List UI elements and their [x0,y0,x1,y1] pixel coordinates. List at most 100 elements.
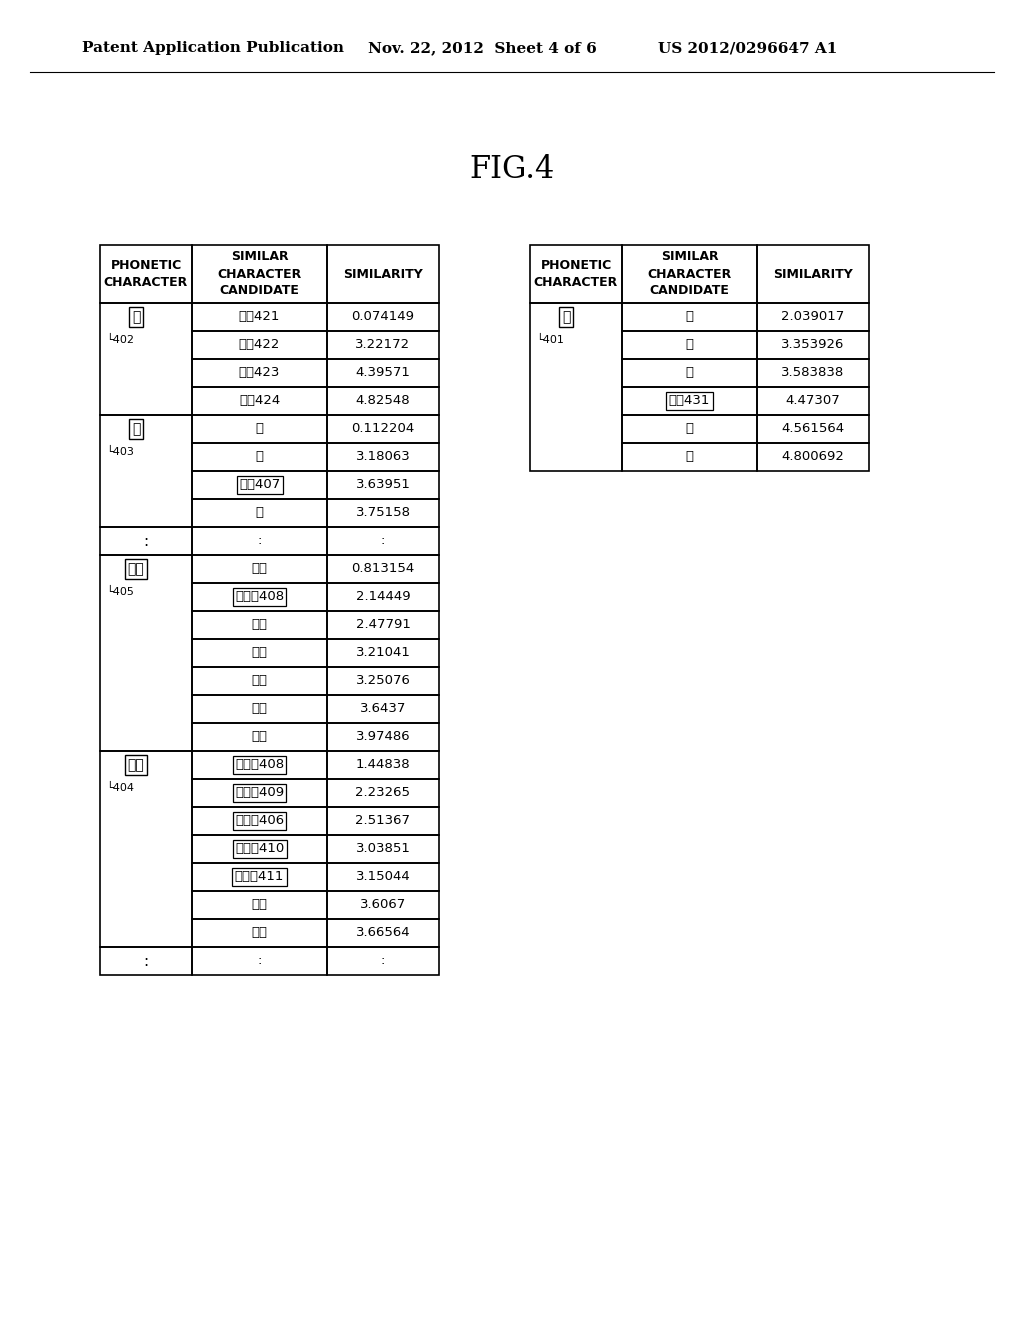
Text: Patent Application Publication: Patent Application Publication [82,41,344,55]
Bar [193,304,327,331]
Text: 3.21041: 3.21041 [355,647,411,660]
Bar [193,946,327,975]
Text: 3.25076: 3.25076 [355,675,411,688]
Bar [327,499,439,527]
Text: 3.63951: 3.63951 [355,479,411,491]
Bar [193,444,327,471]
Text: Nov. 22, 2012  Sheet 4 of 6: Nov. 22, 2012 Sheet 4 of 6 [368,41,597,55]
Bar [327,527,439,554]
Text: 4.47307: 4.47307 [785,395,841,408]
Bar [100,554,193,751]
Bar [327,863,439,891]
Bar [757,387,869,414]
Text: :: : [381,535,385,548]
Bar [193,696,327,723]
Text: └405: └405 [106,587,134,597]
Text: US 2012/0296647 A1: US 2012/0296647 A1 [658,41,838,55]
Text: びよ: びよ [252,927,267,940]
Text: お〜422: お〜422 [239,338,281,351]
Text: 3.03851: 3.03851 [355,842,411,855]
Text: ぎよ: ぎよ [128,758,144,772]
Bar [327,696,439,723]
Text: SIMILAR
CHARACTER
CANDIDATE: SIMILAR CHARACTER CANDIDATE [217,251,302,297]
Text: 口: 口 [256,507,263,520]
Bar [193,246,327,304]
Text: 0.112204: 0.112204 [351,422,415,436]
Bar [193,751,327,779]
Bar [327,667,439,696]
Bar [622,387,757,414]
Bar [193,667,327,696]
Text: え: え [685,450,693,463]
Bar [193,639,327,667]
Text: 3.583838: 3.583838 [781,367,845,380]
Text: え〜423: え〜423 [239,367,281,380]
Bar [327,471,439,499]
Text: 3.97486: 3.97486 [355,730,411,743]
Text: 2.23265: 2.23265 [355,787,411,800]
Bar [622,304,757,331]
Text: ぎよ〜408: ぎよ〜408 [234,590,284,603]
Bar [327,414,439,444]
Bar [327,779,439,807]
Bar [530,246,622,304]
Text: い: い [256,422,263,436]
Text: ちよ: ちよ [252,675,267,688]
Bar [193,527,327,554]
Bar [193,583,327,611]
Text: によ: によ [252,899,267,912]
Text: SIMILARITY: SIMILARITY [343,268,423,281]
Bar [100,414,193,527]
Bar [327,946,439,975]
Bar [622,359,757,387]
Bar [622,331,757,359]
Text: 3.15044: 3.15044 [355,870,411,883]
Text: :: : [381,954,385,968]
Text: 1.44838: 1.44838 [355,759,411,771]
Bar [100,946,193,975]
Bar [193,723,327,751]
Bar [193,414,327,444]
Bar [327,751,439,779]
Text: 2.47791: 2.47791 [355,619,411,631]
Text: 3.75158: 3.75158 [355,507,411,520]
Text: きよ: きよ [128,562,144,576]
Text: 3.353926: 3.353926 [781,338,845,351]
Text: ひよ〜406: ひよ〜406 [234,814,284,828]
Bar [757,304,869,331]
Text: 2.039017: 2.039017 [781,310,845,323]
Text: きよ: きよ [252,562,267,576]
Bar [193,919,327,946]
Text: :: : [143,953,148,969]
Bar [327,554,439,583]
Bar [327,611,439,639]
Text: 口: 口 [562,310,570,323]
Text: う〜407: う〜407 [239,479,281,491]
Bar [193,359,327,387]
Bar [327,807,439,836]
Bar [193,611,327,639]
Text: 2.14449: 2.14449 [355,590,411,603]
Text: え: え [256,450,263,463]
Bar [327,331,439,359]
Bar [193,471,327,499]
Text: 4.82548: 4.82548 [355,395,411,408]
Bar [327,246,439,304]
Bar [193,779,327,807]
Text: :: : [257,954,262,968]
Bar [100,304,193,414]
Bar [327,444,439,471]
Text: あ: あ [132,310,140,323]
Text: きゆ: きゆ [252,702,267,715]
Bar [327,723,439,751]
Bar [100,527,193,554]
Text: └402: └402 [106,335,134,345]
Text: 3.6067: 3.6067 [359,899,407,912]
Bar [327,583,439,611]
Bar [327,639,439,667]
Text: 4.39571: 4.39571 [355,367,411,380]
Text: う: う [685,338,693,351]
Text: びよ〜411: びよ〜411 [234,870,285,883]
Text: FIG.4: FIG.4 [469,154,555,186]
Text: あ: あ [685,422,693,436]
